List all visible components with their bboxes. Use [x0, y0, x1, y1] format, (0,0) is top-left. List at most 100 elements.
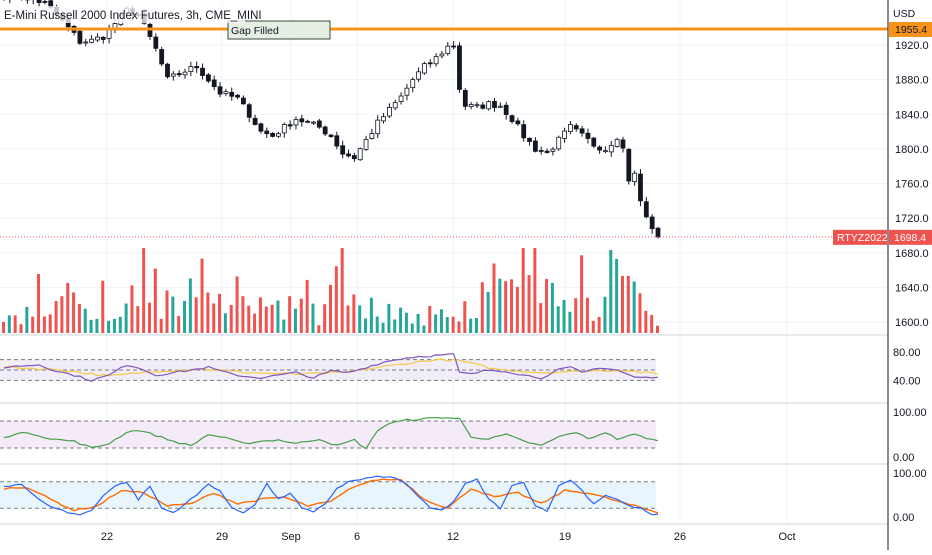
candle: [170, 73, 176, 77]
gap-filled-label: Gap Filled: [231, 25, 279, 37]
stoch-tick-label: 0.00: [893, 512, 914, 524]
volume-bar: [445, 317, 449, 333]
volume-bar: [218, 293, 222, 333]
gap-filled-annotation[interactable]: Gap Filled: [227, 20, 331, 40]
candle: [620, 139, 626, 149]
panel-backgrounds: [0, 359, 656, 509]
candle: [281, 124, 287, 134]
stoch-k-line: [3, 475, 659, 516]
candle: [194, 66, 200, 69]
candle: [562, 130, 567, 139]
candle: [200, 67, 205, 76]
candle: [264, 130, 270, 135]
volume-bar: [434, 314, 438, 333]
candle: [544, 150, 550, 153]
volume-bar: [656, 325, 659, 333]
stoch-tick-label: 100.00: [893, 468, 927, 480]
candle: [497, 105, 503, 108]
volume-bar: [77, 303, 81, 333]
candle: [392, 102, 398, 109]
volume-bar: [527, 275, 531, 333]
volume-bar: [329, 284, 332, 333]
volume-bar: [241, 296, 245, 333]
volume-bar: [510, 279, 514, 333]
volume-bar: [416, 313, 420, 333]
candle: [276, 133, 281, 137]
oscillator-band: [0, 421, 656, 448]
volume-bar: [352, 294, 356, 333]
volume-bar: [188, 278, 192, 333]
time-tick-label: 22: [101, 531, 113, 543]
volume-bar: [568, 311, 572, 333]
last-price-tag: 1698.4: [894, 232, 926, 244]
volume-bar: [258, 297, 262, 333]
volume-bar: [54, 300, 58, 333]
rsi-layer: [0, 353, 659, 382]
time-tick-label: 12: [447, 531, 459, 543]
rsi-tick-label: 40.00: [893, 375, 921, 387]
volume-bar: [550, 282, 554, 333]
candle: [241, 97, 246, 105]
volume-bar: [585, 297, 589, 333]
time-tick-label: Oct: [778, 531, 795, 543]
grid: [0, 0, 888, 524]
candle: [509, 115, 515, 122]
volume-bar: [399, 307, 403, 333]
candle: [398, 95, 404, 102]
candle: [503, 104, 509, 115]
candle: [480, 104, 486, 109]
volume-bar: [229, 305, 233, 333]
volume-bar: [369, 297, 373, 333]
volume-bar: [375, 316, 379, 333]
volume-bar: [95, 318, 99, 333]
volume-bar: [439, 309, 443, 333]
volume-bar: [457, 321, 461, 333]
price-axis[interactable]: USD 1920.0 1880.0 1840.0 1800.0 1760.0 1720.0…: [887, 0, 932, 550]
candle: [305, 120, 311, 123]
volume-bar: [183, 300, 187, 333]
candle: [258, 123, 264, 132]
candle: [363, 139, 369, 150]
volume-bar: [463, 301, 467, 333]
volume-bar: [609, 249, 613, 333]
candle: [404, 87, 410, 96]
candle: [643, 201, 649, 218]
time-tick-label: 26: [674, 531, 686, 543]
time-axis[interactable]: 22 29 Sep 6 12 19 26 Oct: [101, 531, 796, 543]
candle: [457, 45, 462, 90]
candle: [217, 86, 223, 95]
candle: [165, 63, 170, 78]
candle: [100, 36, 106, 40]
candle: [439, 53, 445, 57]
candle: [270, 133, 276, 137]
candle-layer: [3, 0, 661, 239]
price-tick-label: 1800.0: [895, 144, 929, 156]
candle: [579, 128, 585, 134]
candle: [223, 91, 229, 94]
time-tick-label: 6: [354, 531, 360, 543]
candle: [515, 120, 521, 125]
volume-bar: [650, 314, 654, 333]
volume-bar: [293, 308, 297, 333]
volume-bar: [270, 304, 274, 333]
volume-bar: [282, 319, 286, 333]
rsi-tick-label: 80.00: [893, 347, 921, 359]
volume-bar: [474, 317, 478, 333]
volume-bar: [346, 305, 350, 333]
candle: [451, 45, 457, 48]
candle: [246, 104, 252, 118]
candle: [340, 145, 346, 155]
candle: [427, 62, 433, 65]
volume-bar: [60, 296, 64, 333]
chart-title-text: E-Mini Russell 2000 Index Futures, 3h, C…: [4, 10, 262, 22]
candle: [235, 94, 240, 98]
price-axis-currency: USD: [893, 8, 916, 20]
volume-bar: [556, 306, 560, 333]
volume-bar: [504, 281, 508, 333]
candle: [375, 119, 381, 135]
volume-bar: [480, 282, 484, 333]
stochastic-band: [0, 481, 656, 509]
volume-bar: [253, 313, 257, 333]
